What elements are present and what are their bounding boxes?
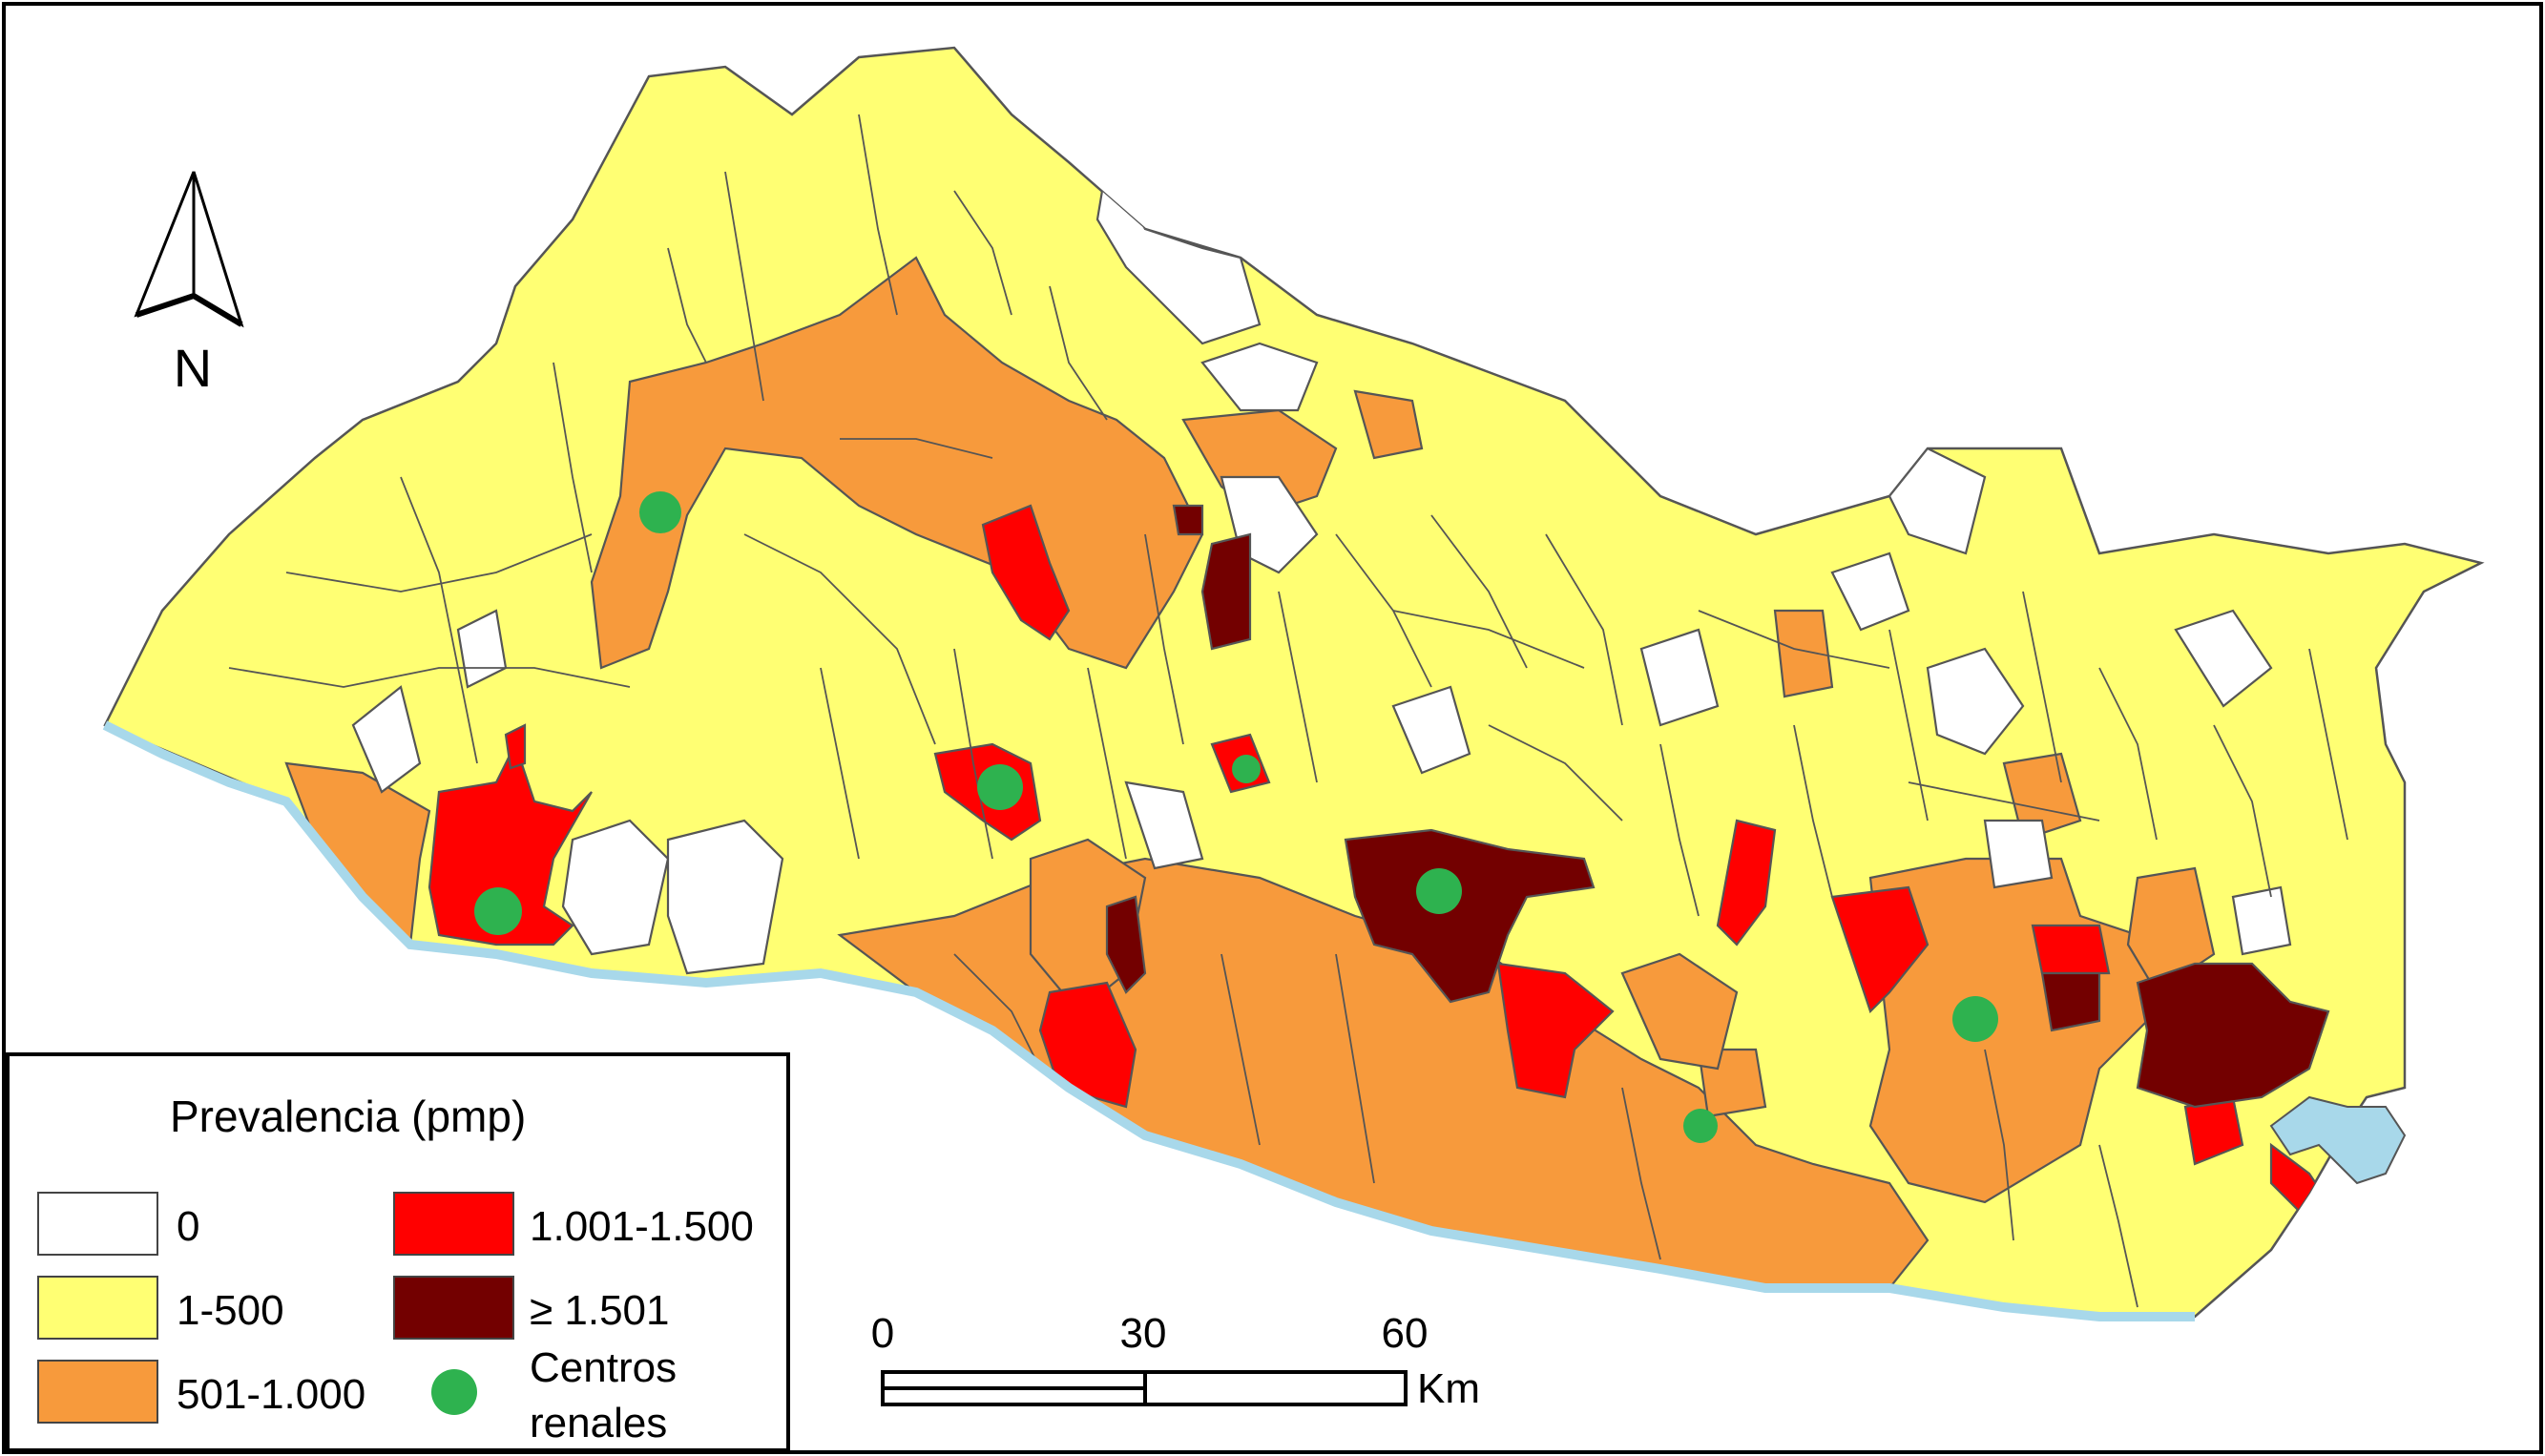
renal-center-marker [977, 764, 1023, 810]
legend-swatch-2 [37, 1360, 158, 1424]
municipal-borders [228, 114, 2348, 1308]
region-orange-east-small [2002, 752, 2082, 842]
renal-center-marker [1232, 755, 1261, 783]
legend-swatch-0 [37, 1192, 158, 1256]
scale-tick-30: 30 [1120, 1310, 1167, 1357]
region-darkred-center [1344, 828, 1596, 1004]
coastline-sea [102, 720, 2195, 1321]
legend-title: Prevalencia (pmp) [170, 1092, 526, 1141]
legend-swatch-3 [393, 1192, 514, 1256]
region-white-east-4 [1983, 819, 2054, 889]
legend-centers-line1: Centros [530, 1344, 677, 1391]
legend-label-0: 0 [177, 1203, 199, 1250]
legend-swatch-1 [37, 1276, 158, 1340]
region-white-north-3 [1830, 551, 1910, 632]
region-red-north-center [981, 504, 1071, 641]
renal-center-marker [1416, 868, 1462, 914]
legend-label-4: ≥ 1.501 [530, 1287, 669, 1334]
north-arrow: N [134, 171, 244, 398]
renal-center-marker [1952, 996, 1998, 1042]
legend: Prevalencia (pmp) 0 1-500 501-1.000 1.00… [6, 1052, 790, 1452]
legend-label-1: 1-500 [177, 1287, 284, 1334]
north-label: N [174, 338, 212, 398]
legend-label-3: 1.001-1.500 [530, 1203, 754, 1250]
legend-centers-line2: renales [530, 1400, 667, 1446]
region-white-south [666, 819, 784, 975]
region-white-center-3 [1391, 685, 1471, 775]
region-white-east-6 [2231, 885, 2292, 956]
region-white-center-2 [1124, 780, 1204, 870]
region-darkred-south-narrow [1105, 895, 1147, 994]
renal-center-marker [639, 491, 681, 533]
region-darkred-north [1200, 532, 1252, 651]
scale-bar: 0 30 60 Km [871, 1310, 1480, 1412]
region-red-south-1 [1038, 981, 1137, 1109]
renal-center-marker [1683, 1109, 1718, 1143]
region-darkred-east-small [2040, 971, 2101, 1032]
region-orange-north-small [1773, 609, 1834, 698]
region-orange-small-north [1353, 389, 1424, 460]
region-red-east-narrow [1716, 819, 1777, 946]
region-orange-south-east [1620, 952, 1739, 1071]
scale-tick-0: 0 [871, 1310, 894, 1357]
region-red-east-1 [2031, 924, 2111, 975]
legend-center-marker [431, 1369, 477, 1415]
region-white-west-1 [351, 685, 422, 794]
region-white-east-1 [1639, 628, 1720, 727]
region-white-southwest [561, 819, 670, 956]
legend-label-2: 501-1.000 [177, 1371, 365, 1418]
renal-center-marker [474, 887, 522, 935]
region-white-north-1 [1095, 158, 1262, 345]
scale-unit: Km [1417, 1365, 1480, 1412]
region-darkred-north-small [1172, 504, 1204, 536]
region-darkred-east-large [2136, 962, 2330, 1109]
scale-tick-60: 60 [1382, 1310, 1429, 1357]
region-red-small-1 [504, 723, 527, 770]
legend-swatch-4 [393, 1276, 514, 1340]
gulf-sea [2269, 1095, 2407, 1185]
renal-centers [474, 491, 1998, 1143]
region-red-east-center [1830, 885, 1930, 1014]
region-white-east-2 [1888, 447, 1987, 555]
region-white-east-5 [2174, 609, 2273, 708]
region-white-north-2 [1200, 342, 1319, 412]
country-map [102, 46, 2485, 1321]
region-white-east-3 [1926, 647, 2025, 756]
region-red-center-south [1496, 962, 1615, 1099]
